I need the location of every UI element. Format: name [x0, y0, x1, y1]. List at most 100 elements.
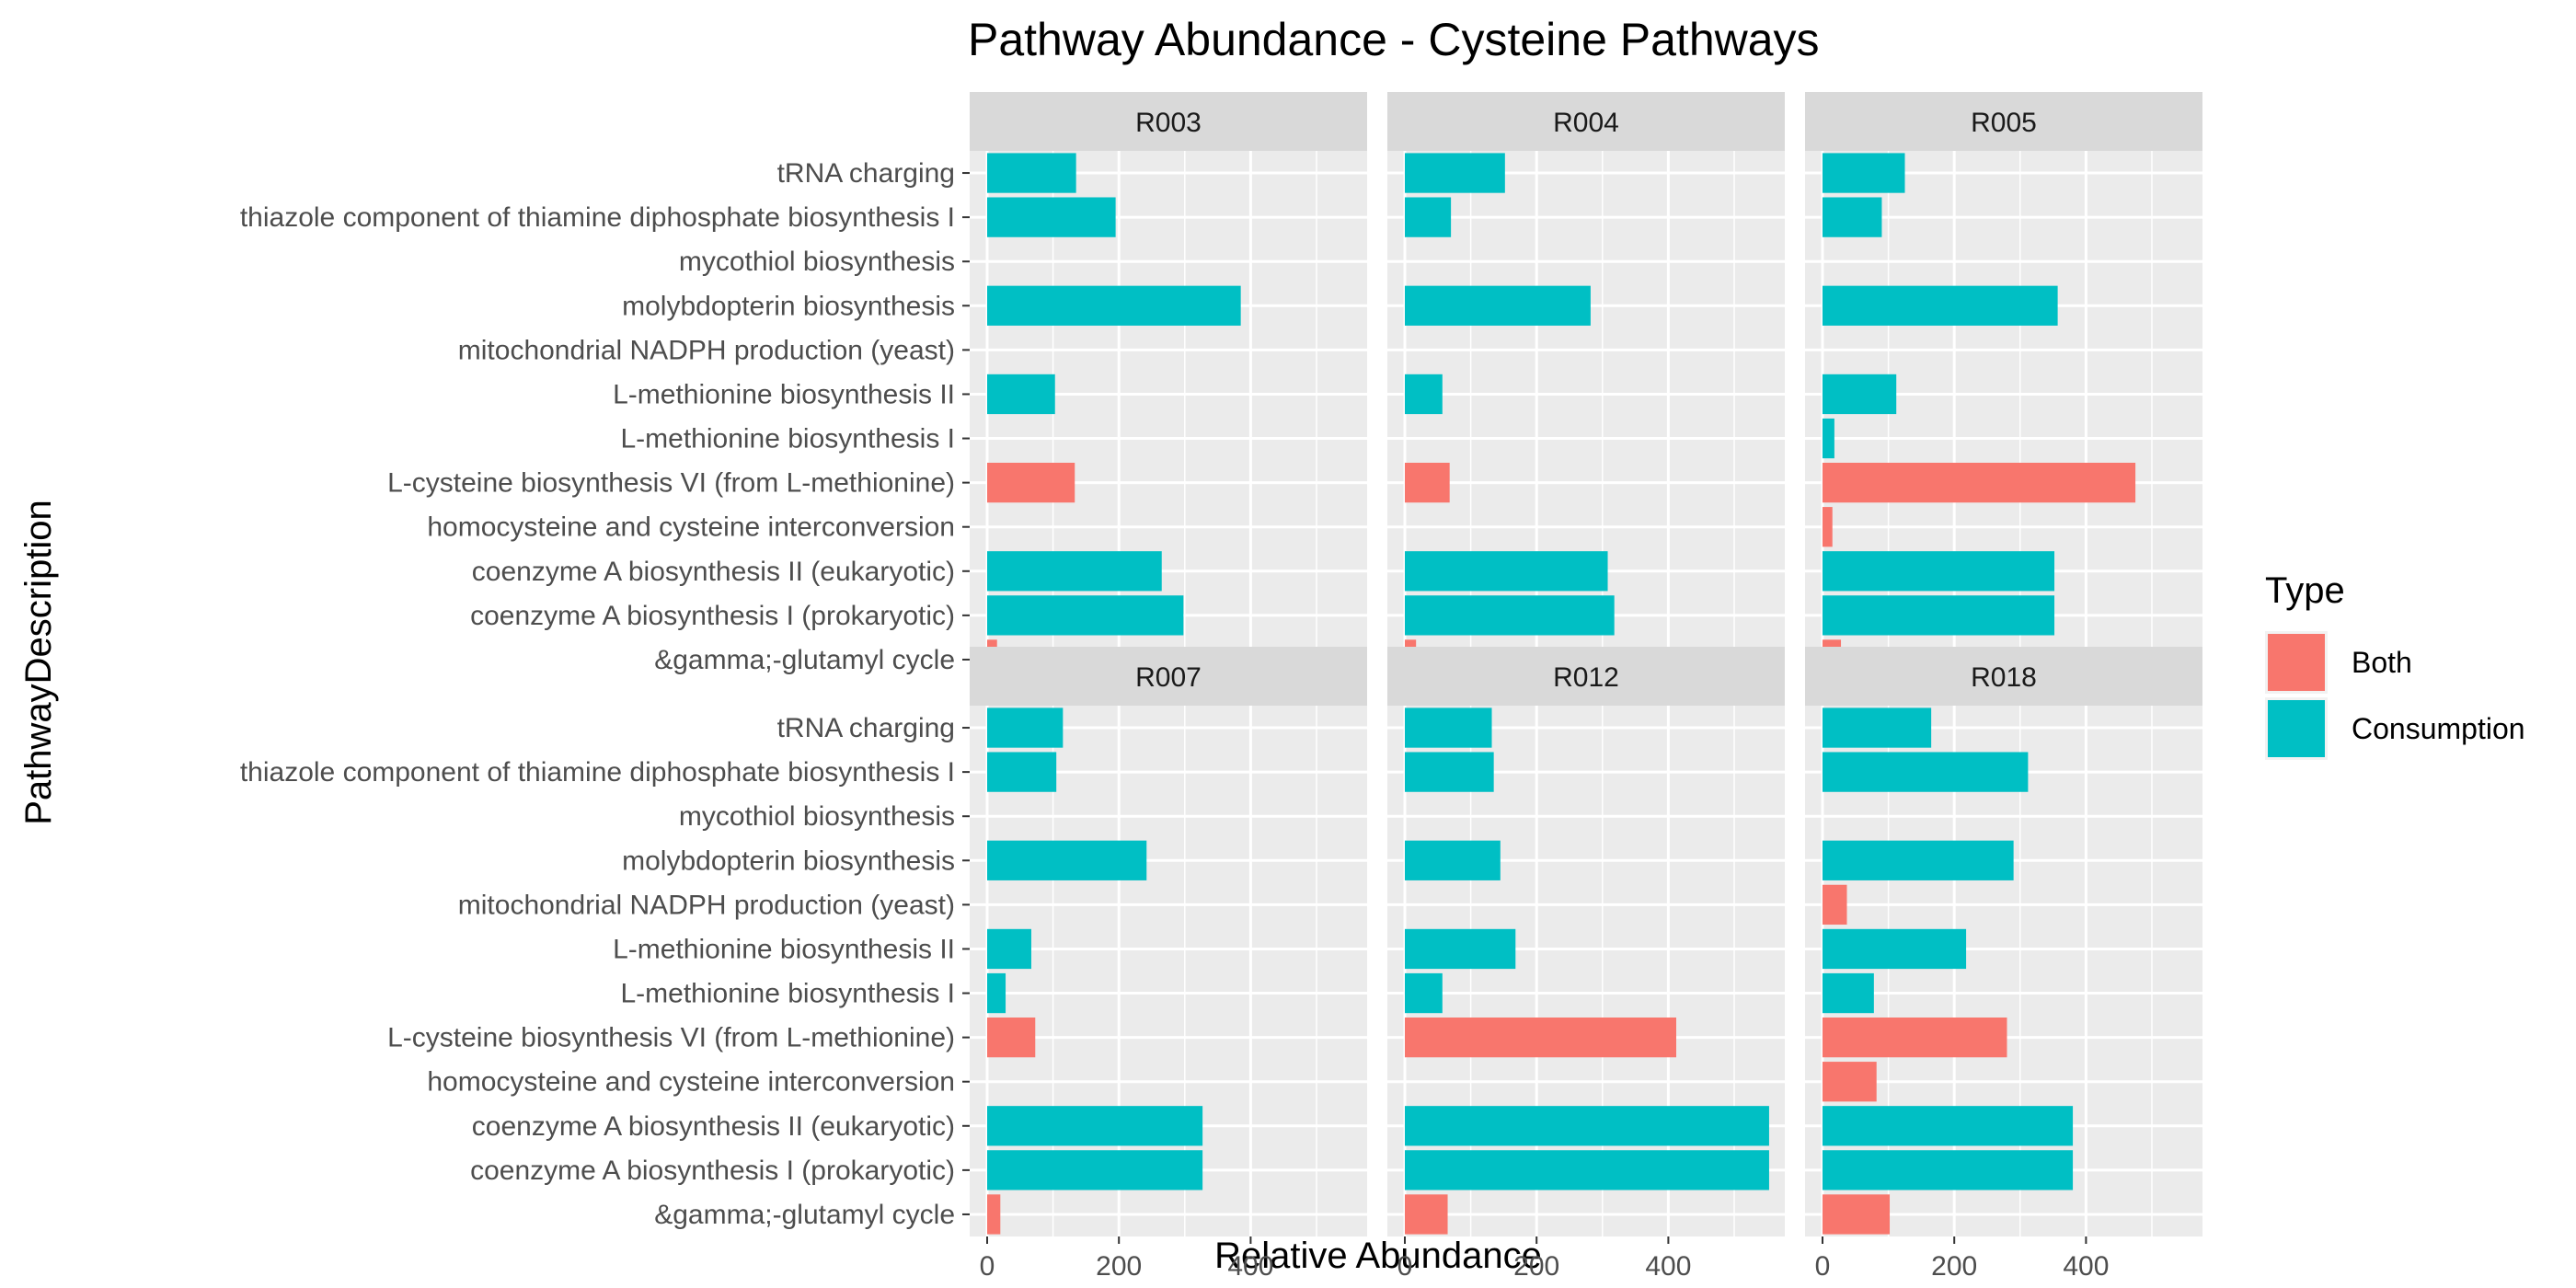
bar-R007-9 — [987, 1106, 1203, 1146]
bar-R005-9 — [1823, 551, 2055, 592]
y-tick-label: L-methionine biosynthesis II — [613, 379, 955, 409]
bar-R018-0 — [1823, 707, 1932, 748]
facet-strip-label: R004 — [1553, 108, 1619, 138]
bar-R007-5 — [987, 928, 1031, 970]
y-tick-label: tRNA charging — [777, 713, 955, 743]
panel-background — [1805, 151, 2202, 682]
bar-R018-7 — [1823, 1017, 2007, 1058]
facet-strip-label: R012 — [1553, 662, 1619, 693]
y-tick-label: &gamma;-glutamyl cycle — [654, 1200, 955, 1230]
bar-R007-7 — [987, 1017, 1036, 1058]
bar-R007-11 — [987, 1194, 1001, 1235]
bar-R018-3 — [1823, 840, 2014, 880]
panel-background — [970, 151, 1367, 682]
bar-R012-9 — [1405, 1106, 1769, 1146]
panel-background — [1387, 706, 1785, 1236]
panels: R003 tRNA charging thiazole component of t… — [240, 92, 2202, 1282]
bar-R005-5 — [1823, 374, 1897, 415]
bar-R003-9 — [987, 551, 1162, 592]
bar-R018-5 — [1823, 928, 1967, 970]
panel-background — [970, 706, 1367, 1236]
bar-R005-3 — [1823, 285, 2058, 326]
y-tick-label: L-methionine biosynthesis I — [620, 979, 955, 1009]
bar-R012-5 — [1405, 928, 1516, 970]
facet-strip — [970, 647, 1367, 706]
x-tick-label: 400 — [1227, 1251, 1273, 1282]
bar-R018-4 — [1823, 884, 1847, 926]
y-tick-label: coenzyme A biosynthesis II (eukaryotic) — [472, 557, 955, 587]
facet-panel-R003: R003 tRNA charging thiazole component of t… — [240, 92, 1367, 682]
y-tick-label: mycothiol biosynthesis — [679, 247, 955, 277]
bar-R007-1 — [987, 752, 1057, 792]
y-tick-label: thiazole component of thiamine diphospha… — [240, 202, 955, 233]
x-tick-label: 400 — [1645, 1251, 1691, 1282]
y-tick-label: L-methionine biosynthesis II — [613, 934, 955, 964]
bar-R003-1 — [987, 197, 1116, 237]
bar-R005-7 — [1823, 462, 2136, 503]
bar-R005-10 — [1823, 595, 2055, 636]
y-tick-label: mitochondrial NADPH production (yeast) — [458, 890, 955, 920]
bar-R004-10 — [1405, 595, 1615, 636]
facet-strip — [1387, 92, 1785, 151]
facet-strip-label: R018 — [1971, 662, 2037, 693]
y-tick-label: mycothiol biosynthesis — [679, 801, 955, 832]
panel-background — [1805, 706, 2202, 1236]
y-tick-label: thiazole component of thiamine diphospha… — [240, 757, 955, 788]
y-tick-label: tRNA charging — [777, 158, 955, 189]
bar-R005-0 — [1823, 153, 1905, 193]
y-tick-label: L-methionine biosynthesis I — [620, 424, 955, 454]
bar-R012-11 — [1405, 1194, 1448, 1235]
facet-panel-R004: R004 — [1387, 92, 1785, 682]
bar-R012-3 — [1405, 840, 1501, 880]
legend-label-consumption: Consumption — [2352, 712, 2525, 745]
bar-R004-0 — [1405, 153, 1505, 193]
bar-R003-3 — [987, 285, 1241, 326]
x-tick-label: 0 — [980, 1251, 995, 1282]
bar-R018-6 — [1823, 972, 1874, 1014]
x-tick-label: 0 — [1815, 1251, 1831, 1282]
y-tick-label: &gamma;-glutamyl cycle — [654, 645, 955, 675]
legend-title: Type — [2265, 570, 2345, 611]
y-tick-label: coenzyme A biosynthesis I (prokaryotic) — [470, 1156, 955, 1186]
bar-R003-7 — [987, 462, 1075, 503]
bar-R018-8 — [1823, 1062, 1877, 1102]
bar-R005-6 — [1823, 418, 1834, 459]
facet-strip-label: R005 — [1971, 108, 2037, 138]
facet-panel-R007: R007 tRNA charging thiazole component of t… — [240, 647, 1367, 1282]
panel-background — [1387, 151, 1785, 682]
y-tick-label: L-cysteine biosynthesis VI (from L-methi… — [387, 1023, 955, 1053]
legend-swatch-both — [2268, 634, 2325, 691]
bar-R012-7 — [1405, 1017, 1676, 1058]
y-tick-label: molybdopterin biosynthesis — [622, 291, 955, 321]
legend-swatch-consumption — [2268, 700, 2325, 757]
y-tick-label: molybdopterin biosynthesis — [622, 845, 955, 876]
facet-strip-label: R003 — [1135, 108, 1202, 138]
bar-R005-1 — [1823, 197, 1882, 237]
y-tick-label: coenzyme A biosynthesis I (prokaryotic) — [470, 601, 955, 631]
facet-panel-R012: R012 0 200 400 — [1387, 647, 1785, 1282]
legend: Type Both Consumption — [2265, 570, 2525, 760]
y-tick-label: homocysteine and cysteine interconversio… — [427, 1067, 955, 1098]
facet-strip — [1805, 647, 2202, 706]
bar-R007-10 — [987, 1150, 1203, 1190]
facet-strip — [1805, 92, 2202, 151]
facet-strip — [970, 92, 1367, 151]
bar-R007-6 — [987, 972, 1006, 1014]
y-tick-label: mitochondrial NADPH production (yeast) — [458, 335, 955, 365]
facet-strip — [1387, 647, 1785, 706]
bar-R004-3 — [1405, 285, 1591, 326]
bar-R003-10 — [987, 595, 1184, 636]
x-axis-title: Relative Abundance — [1214, 1236, 1542, 1276]
legend-label-both: Both — [2352, 646, 2412, 679]
bar-R012-6 — [1405, 972, 1443, 1014]
x-tick-label: 0 — [1397, 1251, 1413, 1282]
bar-R003-5 — [987, 374, 1055, 415]
y-tick-label: L-cysteine biosynthesis VI (from L-methi… — [387, 468, 955, 499]
bar-R007-0 — [987, 707, 1064, 748]
x-tick-label: 400 — [2063, 1251, 2109, 1282]
bar-R007-3 — [987, 840, 1147, 880]
bar-R012-1 — [1405, 752, 1494, 792]
bar-R003-0 — [987, 153, 1076, 193]
chart-title: Pathway Abundance - Cysteine Pathways — [968, 14, 1820, 65]
